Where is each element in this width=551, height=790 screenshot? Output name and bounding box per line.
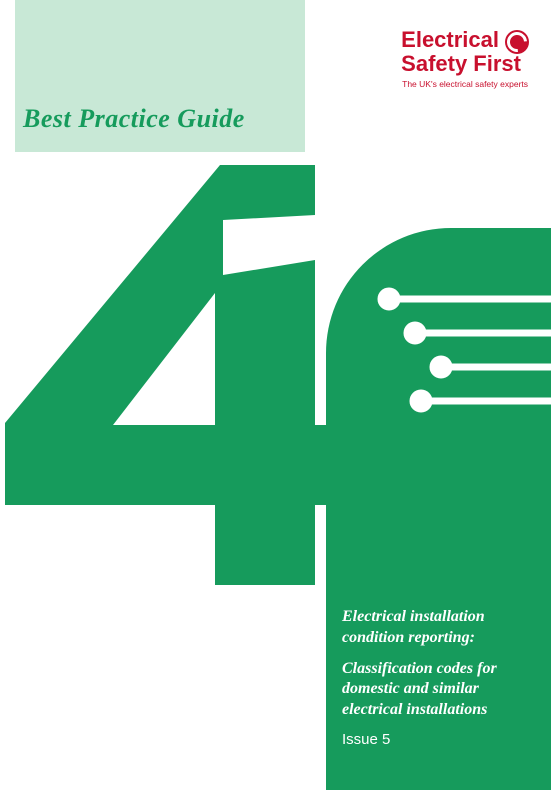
logo-tagline: The UK's electrical safety experts [401,79,529,89]
panel-heading-2: Classification codes for domestic and si… [342,659,532,721]
issue-label: Issue 5 [342,731,532,748]
brand-logo: Electrical Safety First The UK's electri… [401,30,529,89]
plug-icon [375,285,551,425]
large-number-4 [0,165,405,585]
panel-text-block: Electrical installation condition report… [342,607,532,748]
guide-title: Best Practice Guide [23,104,245,134]
panel-heading-1: Electrical installation condition report… [342,607,532,649]
title-box: Best Practice Guide [15,0,305,152]
logo-text: Electrical [401,30,499,51]
logo-icon [505,30,529,54]
logo-line2: Safety First [401,54,521,75]
logo-line1: Electrical [401,27,499,52]
